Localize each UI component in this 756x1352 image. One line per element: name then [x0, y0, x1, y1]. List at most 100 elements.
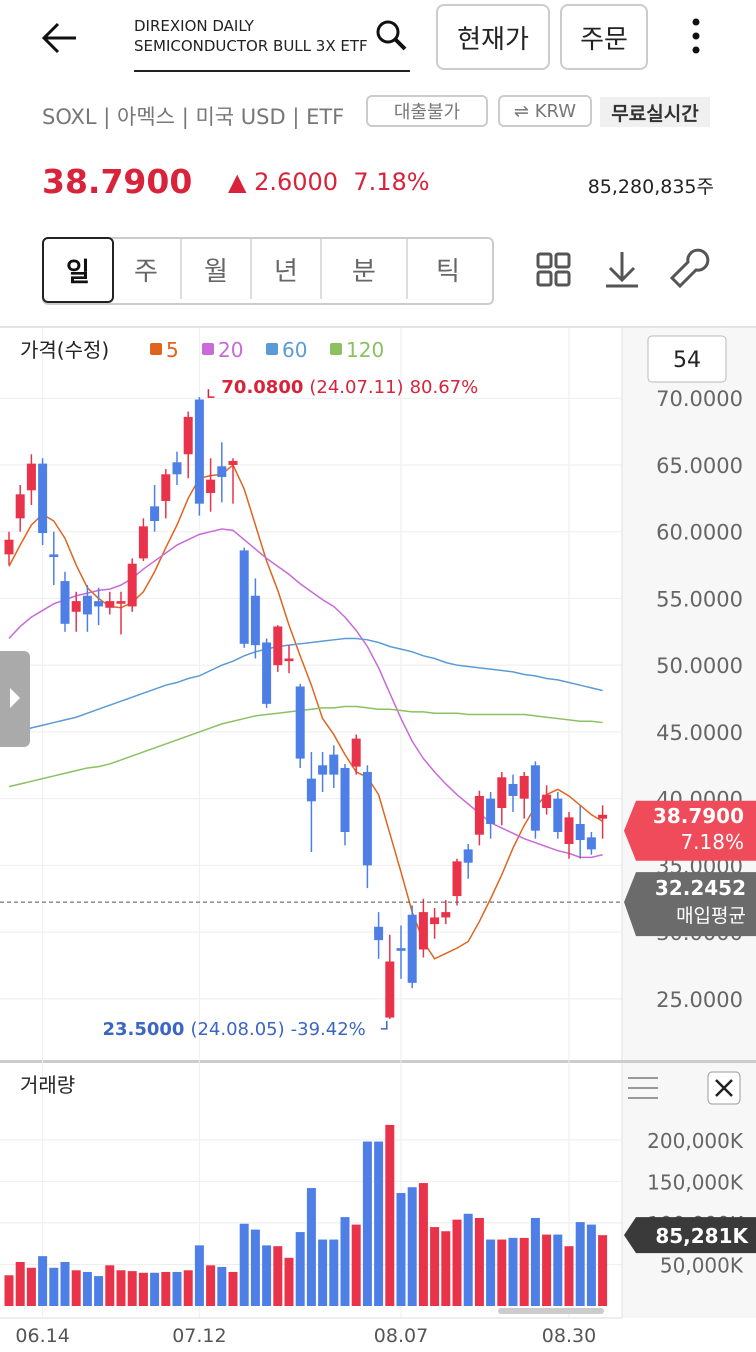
candle-body — [430, 917, 440, 925]
info-row: SOXL | 아멕스 | 미국 USD | ETF — [42, 105, 345, 129]
volume-bar — [542, 1234, 552, 1306]
more-icon[interactable] — [686, 16, 706, 56]
volume-bar — [38, 1256, 48, 1306]
ma-line — [8, 637, 603, 736]
candle-body — [575, 824, 585, 841]
change-pct: 7.18% — [353, 168, 430, 196]
legend-label: 60 — [282, 338, 307, 362]
x-tick-label: 07.12 — [172, 1325, 226, 1347]
count-box — [647, 335, 727, 383]
candle-body — [441, 912, 451, 918]
y-tick-label: 50,000K — [660, 1253, 744, 1277]
volume-bar — [273, 1246, 283, 1306]
candle-body — [318, 765, 328, 775]
search-icon[interactable] — [374, 18, 410, 54]
volume-bar — [441, 1231, 451, 1306]
volume-bar — [486, 1239, 496, 1306]
candle-body — [374, 926, 384, 941]
candle-body — [138, 526, 148, 559]
average-name: 매입평균 — [676, 905, 746, 927]
fx-tag[interactable]: ⇌ KRW — [498, 95, 592, 127]
candle-body — [161, 474, 171, 501]
candle-body — [26, 463, 36, 491]
note-arrow — [207, 389, 215, 398]
candle-body — [564, 817, 574, 845]
volume-bar — [508, 1237, 518, 1306]
candle-body — [116, 601, 126, 604]
legend-swatch — [150, 343, 162, 355]
volume-bar — [183, 1270, 193, 1306]
volume-bar — [138, 1272, 148, 1306]
symbol: SOXL — [42, 105, 97, 129]
price-pct: 7.18% — [680, 830, 744, 854]
candle-body — [60, 581, 70, 624]
candle-body — [4, 539, 14, 555]
candle-body — [262, 642, 272, 704]
high-note: 70.0800 (24.07.11) 80.67% — [221, 377, 478, 398]
loan-tag: 대출불가 — [366, 95, 488, 127]
volume-bar — [553, 1234, 563, 1306]
volume-bar — [329, 1239, 339, 1306]
volume-bar — [418, 1183, 428, 1306]
average-value: 32.2452 — [655, 876, 746, 900]
candle-body — [407, 914, 417, 983]
candle-body — [82, 595, 92, 615]
tab[interactable]: 년 — [252, 239, 322, 299]
title-line: DIREXION DAILY — [134, 17, 254, 35]
panel-title: 거래량 — [20, 1073, 75, 1097]
volume-bar — [351, 1224, 361, 1306]
note-date: (24.08.05) — [190, 1019, 284, 1040]
volume-bar — [172, 1271, 182, 1306]
candle-body — [239, 550, 249, 644]
low-note: 23.5000 (24.08.05) -39.42% — [102, 1019, 365, 1040]
tool-icons[interactable] — [530, 248, 720, 292]
y-tick-label: 50.0000 — [656, 654, 743, 678]
price-label: 38.7900 — [653, 804, 744, 828]
candle-body — [15, 494, 25, 519]
candle-body — [362, 771, 372, 866]
volume-bar — [284, 1257, 294, 1306]
volume-bar — [161, 1271, 171, 1306]
candle-body — [474, 795, 484, 835]
volume-bar — [385, 1124, 395, 1306]
note-value: 23.5000 — [102, 1019, 184, 1040]
candle-body — [94, 601, 104, 607]
volume-bar — [463, 1213, 473, 1306]
candle-body — [385, 961, 395, 1018]
tab[interactable]: 분 — [322, 239, 408, 299]
y-tick-label: 70.0000 — [656, 387, 743, 411]
button[interactable]: 현재가 — [436, 4, 550, 70]
ma-line — [8, 705, 603, 788]
menu-icon — [628, 1077, 658, 1099]
volume-bar — [26, 1267, 36, 1306]
kind: ETF — [306, 105, 345, 129]
legend-label: 20 — [218, 338, 243, 362]
candle-body — [284, 658, 294, 662]
fx: KRW — [534, 100, 577, 122]
tab[interactable]: 월 — [182, 239, 252, 299]
candle-body — [127, 563, 137, 607]
candle-body — [217, 466, 227, 477]
title-line: SEMICONDUCTOR BULL 3X ETF — [134, 37, 368, 55]
volume-bar — [116, 1270, 126, 1306]
candle-body — [250, 595, 260, 646]
volume-bar — [598, 1235, 608, 1306]
candle-body — [519, 775, 529, 799]
tab[interactable]: 주 — [112, 239, 182, 299]
search-box[interactable]: DIREXION DAILY SEMICONDUCTOR BULL 3X ETF — [134, 16, 410, 72]
ma-line — [8, 463, 603, 960]
volume-box — [624, 1217, 756, 1254]
close-icon — [715, 1079, 733, 1097]
back-icon[interactable] — [40, 22, 80, 54]
panel-title-text: 가격(수정) — [20, 338, 109, 362]
legend-label: 5 — [166, 338, 179, 362]
tab[interactable]: 틱 — [436, 256, 460, 287]
candle-body — [306, 778, 316, 802]
legend-swatch — [330, 343, 342, 355]
tab[interactable]: 일 — [42, 237, 114, 303]
x-tick-label: 08.30 — [542, 1325, 596, 1347]
y-tick-label: 200,000K — [647, 1129, 744, 1153]
volume-bar — [318, 1239, 328, 1306]
button[interactable]: 주문 — [560, 4, 648, 70]
candle-body — [295, 686, 305, 759]
